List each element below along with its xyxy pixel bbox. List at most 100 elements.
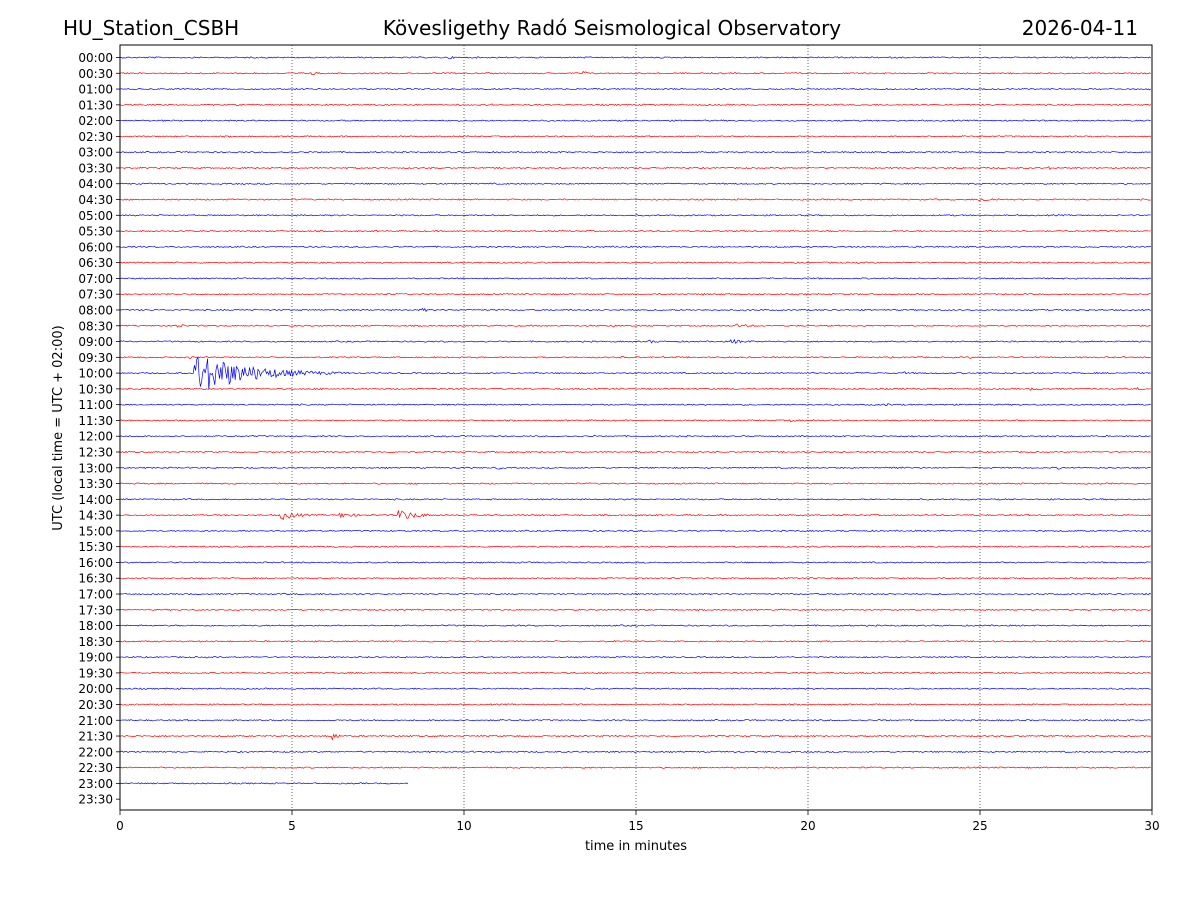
y-tick-label: 16:30	[78, 572, 113, 586]
trace-2100	[119, 718, 1151, 722]
trace-0400	[119, 182, 1151, 185]
trace-2300	[119, 782, 409, 785]
trace-1130	[119, 419, 1151, 423]
trace-0630	[119, 261, 1151, 264]
y-tick-label: 06:30	[78, 256, 113, 270]
trace-1730	[119, 608, 1152, 612]
trace-0300	[119, 150, 1151, 154]
trace-0000	[119, 55, 1152, 60]
trace-2200	[119, 750, 1151, 754]
trace-0930	[119, 356, 1151, 359]
y-tick-label: 12:00	[78, 430, 113, 444]
y-tick-label: 22:30	[78, 761, 113, 775]
trace-0130	[119, 103, 1152, 107]
trace-1600	[119, 561, 1151, 564]
trace-1930	[119, 671, 1151, 675]
trace-0500	[119, 214, 1151, 217]
trace-1500	[119, 529, 1151, 533]
trace-1430	[119, 510, 1151, 521]
y-tick-label: 08:30	[78, 319, 113, 333]
x-tick-label: 5	[288, 819, 296, 833]
trace-0600	[119, 245, 1151, 249]
x-tick-label: 15	[628, 819, 643, 833]
gridlines	[291, 45, 981, 810]
trace-0800	[119, 307, 1151, 313]
y-tick-label: 17:30	[78, 603, 113, 617]
trace-0830	[119, 323, 1151, 328]
trace-0700	[119, 277, 1151, 280]
y-tick-label: 11:30	[78, 414, 113, 428]
y-tick-label: 11:00	[78, 398, 113, 412]
trace-1400	[119, 498, 1151, 501]
trace-2230	[119, 766, 1151, 769]
y-tick-label: 21:30	[78, 730, 113, 744]
x-axis-label: time in minutes	[585, 839, 687, 854]
chart-title: Kövesligethy Radó Seismological Observat…	[382, 16, 842, 40]
y-tick-label: 02:30	[78, 130, 113, 144]
trace-0330	[119, 166, 1151, 171]
trace-0430	[119, 198, 1151, 202]
trace-1030	[119, 386, 1151, 391]
y-tick-label: 20:30	[78, 698, 113, 712]
trace-2130	[119, 733, 1151, 741]
y-tick-label: 04:00	[78, 177, 113, 191]
y-tick-label: 02:00	[78, 114, 113, 128]
trace-1700	[119, 592, 1151, 596]
trace-0730	[119, 292, 1151, 296]
y-tick-label: 23:30	[78, 793, 113, 807]
y-tick-label: 05:00	[78, 209, 113, 223]
y-tick-label: 00:30	[78, 67, 113, 81]
y-tick-label: 07:00	[78, 272, 113, 286]
y-tick-label: 23:00	[78, 777, 113, 791]
y-tick-label: 16:00	[78, 556, 113, 570]
station-name: HU_Station_CSBH	[63, 16, 240, 40]
x-tick-label: 30	[1144, 819, 1159, 833]
y-tick-label: 12:30	[78, 446, 113, 460]
x-tick-label: 10	[456, 819, 471, 833]
x-tick-label: 20	[800, 819, 815, 833]
trace-0030	[119, 70, 1151, 76]
trace-0900	[119, 338, 1151, 344]
trace-0200	[119, 119, 1151, 122]
y-axis-label: UTC (local time = UTC + 02:00)	[51, 325, 66, 530]
y-tick-label: 13:30	[78, 477, 113, 491]
y-tick-label: 20:00	[78, 682, 113, 696]
y-tick-label: 13:00	[78, 461, 113, 475]
x-tick-label: 25	[972, 819, 987, 833]
y-tick-label: 14:00	[78, 493, 113, 507]
trace-1800	[119, 624, 1151, 627]
y-tick-label: 01:30	[78, 98, 113, 112]
trace-1330	[119, 482, 1151, 485]
y-tick-label: 15:00	[78, 524, 113, 538]
y-tick-label: 15:30	[78, 540, 113, 554]
y-tick-label: 03:30	[78, 161, 113, 175]
y-tick-label: 04:30	[78, 193, 113, 207]
trace-1900	[119, 655, 1151, 659]
y-tick-label: 05:30	[78, 225, 113, 239]
y-tick-label: 03:00	[78, 146, 113, 160]
trace-1230	[119, 450, 1151, 454]
y-tick-label: 18:30	[78, 635, 113, 649]
trace-0100	[119, 87, 1151, 91]
y-tick-label: 17:00	[78, 588, 113, 602]
trace-1000	[119, 356, 1151, 390]
y-tick-label: 09:00	[78, 335, 113, 349]
record-date: 2026-04-11	[1021, 16, 1138, 40]
trace-1200	[119, 434, 1151, 438]
y-tick-label: 08:00	[78, 303, 113, 317]
y-tick-label: 09:30	[78, 351, 113, 365]
trace-2000	[119, 687, 1151, 690]
y-tick-label: 18:00	[78, 619, 113, 633]
trace-2030	[119, 703, 1151, 706]
y-tick-label: 01:00	[78, 83, 113, 97]
y-tick-label: 07:30	[78, 288, 113, 302]
trace-0530	[119, 229, 1151, 233]
y-tick-label: 10:30	[78, 382, 113, 396]
y-tick-label: 00:00	[78, 51, 113, 65]
trace-0230	[119, 135, 1152, 138]
y-tick-label: 22:00	[78, 745, 113, 759]
y-tick-label: 21:00	[78, 714, 113, 728]
trace-1100	[119, 403, 1151, 407]
